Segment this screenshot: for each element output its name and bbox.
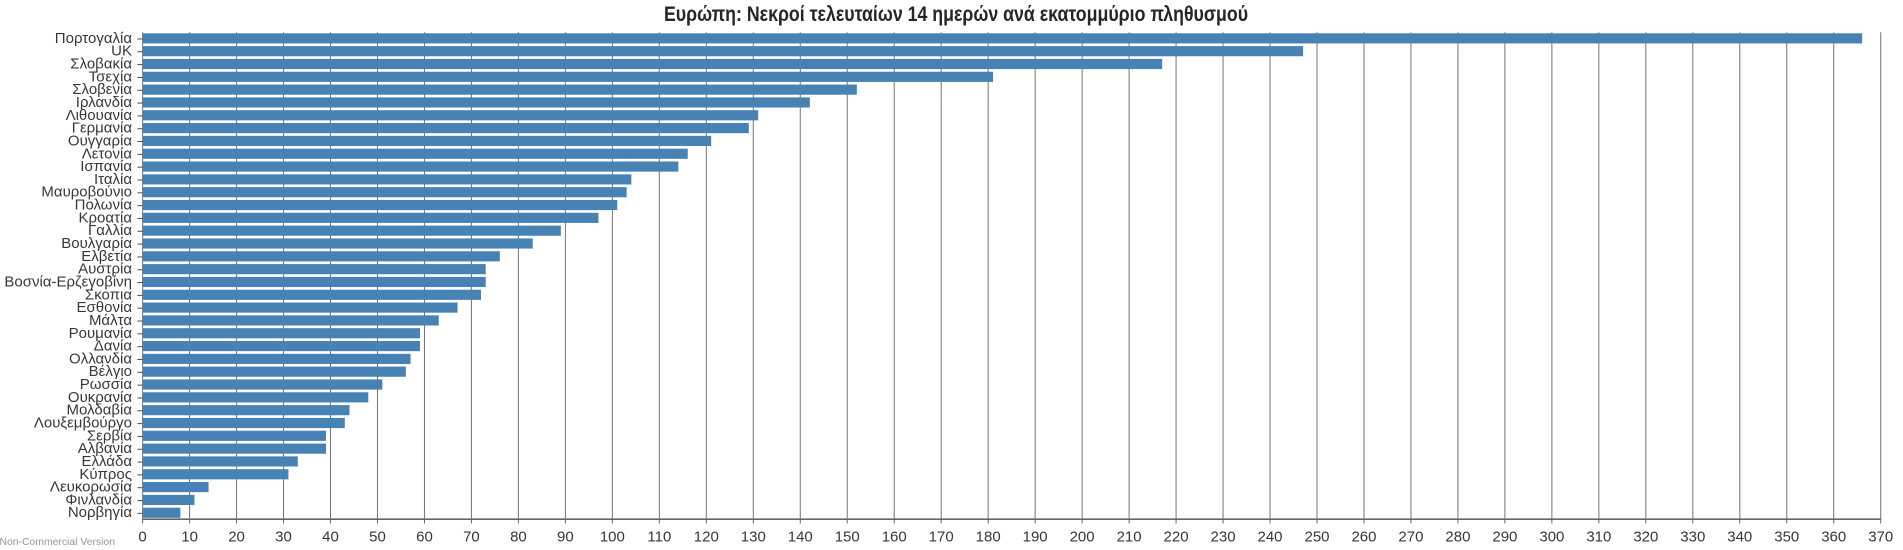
svg-text:Νορβηγία: Νορβηγία (68, 504, 133, 521)
svg-text:160: 160 (882, 528, 907, 545)
svg-text:70: 70 (463, 528, 480, 545)
svg-text:200: 200 (1070, 528, 1095, 545)
svg-text:Ιταλία: Ιταλία (94, 171, 132, 188)
svg-text:290: 290 (1492, 528, 1517, 545)
svg-text:Αυστρία: Αυστρία (78, 261, 132, 278)
svg-text:Μαυροβούνιο: Μαυροβούνιο (41, 184, 132, 201)
svg-text:310: 310 (1586, 528, 1611, 545)
svg-text:Δανία: Δανία (94, 338, 133, 355)
svg-text:Μάλτα: Μάλτα (89, 312, 132, 329)
svg-text:280: 280 (1445, 528, 1470, 545)
svg-text:190: 190 (1023, 528, 1048, 545)
svg-text:Βοσνία-Ερζεγοβίνη: Βοσνία-Ερζεγοβίνη (4, 273, 132, 290)
svg-text:260: 260 (1351, 528, 1376, 545)
svg-text:Πορτογαλία: Πορτογαλία (55, 30, 133, 47)
svg-text:UK: UK (111, 43, 132, 60)
svg-text:170: 170 (929, 528, 954, 545)
svg-text:Βέλγιο: Βέλγιο (89, 363, 132, 380)
svg-text:140: 140 (788, 528, 813, 545)
svg-text:10: 10 (181, 528, 198, 545)
svg-text:Ρωσσία: Ρωσσία (80, 376, 133, 393)
svg-text:Ουκρανία: Ουκρανία (68, 389, 132, 406)
svg-text:Ελβετία: Ελβετία (81, 248, 132, 265)
svg-text:Εσθονία: Εσθονία (77, 299, 133, 316)
svg-text:Ρουμανία: Ρουμανία (69, 325, 133, 342)
svg-text:320: 320 (1633, 528, 1658, 545)
svg-text:340: 340 (1727, 528, 1752, 545)
svg-text:Ισπανία: Ισπανία (80, 158, 132, 175)
svg-text:300: 300 (1539, 528, 1564, 545)
svg-text:30: 30 (275, 528, 292, 545)
svg-text:Σερβία: Σερβία (87, 427, 132, 444)
svg-text:Ολλανδία: Ολλανδία (69, 350, 132, 367)
svg-text:Κύπρος: Κύπρος (79, 466, 132, 483)
svg-text:Γερμανία: Γερμανία (72, 120, 133, 137)
svg-text:Τσεχία: Τσεχία (89, 68, 133, 85)
svg-text:Λευκορωσία: Λευκορωσία (50, 479, 132, 496)
svg-text:Ευρώπη: Νεκροί τελευταίων 14 η: Ευρώπη: Νεκροί τελευταίων 14 ημερών ανά … (664, 2, 1248, 26)
svg-text:90: 90 (557, 528, 574, 545)
svg-text:330: 330 (1680, 528, 1705, 545)
svg-text:Ουγγαρία: Ουγγαρία (68, 132, 132, 149)
svg-text:Γαλλία: Γαλλία (88, 222, 132, 239)
svg-text:150: 150 (835, 528, 860, 545)
svg-text:Φινλανδία: Φινλανδία (65, 491, 132, 508)
svg-text:120: 120 (694, 528, 719, 545)
svg-text:270: 270 (1398, 528, 1423, 545)
svg-text:240: 240 (1258, 528, 1283, 545)
svg-text:130: 130 (741, 528, 766, 545)
svg-text:350: 350 (1774, 528, 1799, 545)
svg-text:50: 50 (369, 528, 386, 545)
svg-text:Λετονία: Λετονία (82, 145, 133, 162)
svg-text:Non-Commercial Version: Non-Commercial Version (0, 537, 115, 548)
svg-text:Βουλγαρία: Βουλγαρία (61, 235, 132, 252)
svg-text:Πολωνία: Πολωνία (75, 197, 133, 214)
svg-text:Σλοβενία: Σλοβενία (72, 81, 132, 98)
svg-text:0: 0 (138, 528, 146, 545)
svg-text:40: 40 (322, 528, 339, 545)
svg-text:Σλοβακία: Σλοβακία (70, 56, 132, 73)
svg-text:Ελλάδα: Ελλάδα (82, 453, 133, 470)
svg-text:110: 110 (647, 528, 671, 545)
svg-text:180: 180 (976, 528, 1001, 545)
svg-text:370: 370 (1868, 528, 1893, 545)
svg-text:230: 230 (1211, 528, 1236, 545)
svg-text:220: 220 (1164, 528, 1189, 545)
svg-text:250: 250 (1304, 528, 1329, 545)
svg-text:80: 80 (510, 528, 527, 545)
svg-text:Λουξεμβούργο: Λουξεμβούργο (34, 414, 132, 431)
svg-text:210: 210 (1117, 528, 1142, 545)
svg-text:100: 100 (600, 528, 625, 545)
svg-text:360: 360 (1821, 528, 1846, 545)
svg-text:Ιρλανδία: Ιρλανδία (76, 94, 133, 111)
svg-text:20: 20 (228, 528, 245, 545)
svg-text:Μολδαβία: Μολδαβία (67, 402, 133, 419)
svg-text:Σκοπια: Σκοπια (85, 286, 132, 303)
svg-text:Λιθουανία: Λιθουανία (66, 107, 133, 124)
svg-text:Κροατία: Κροατία (79, 209, 133, 226)
svg-text:Αλβανία: Αλβανία (78, 440, 133, 457)
svg-text:60: 60 (416, 528, 433, 545)
